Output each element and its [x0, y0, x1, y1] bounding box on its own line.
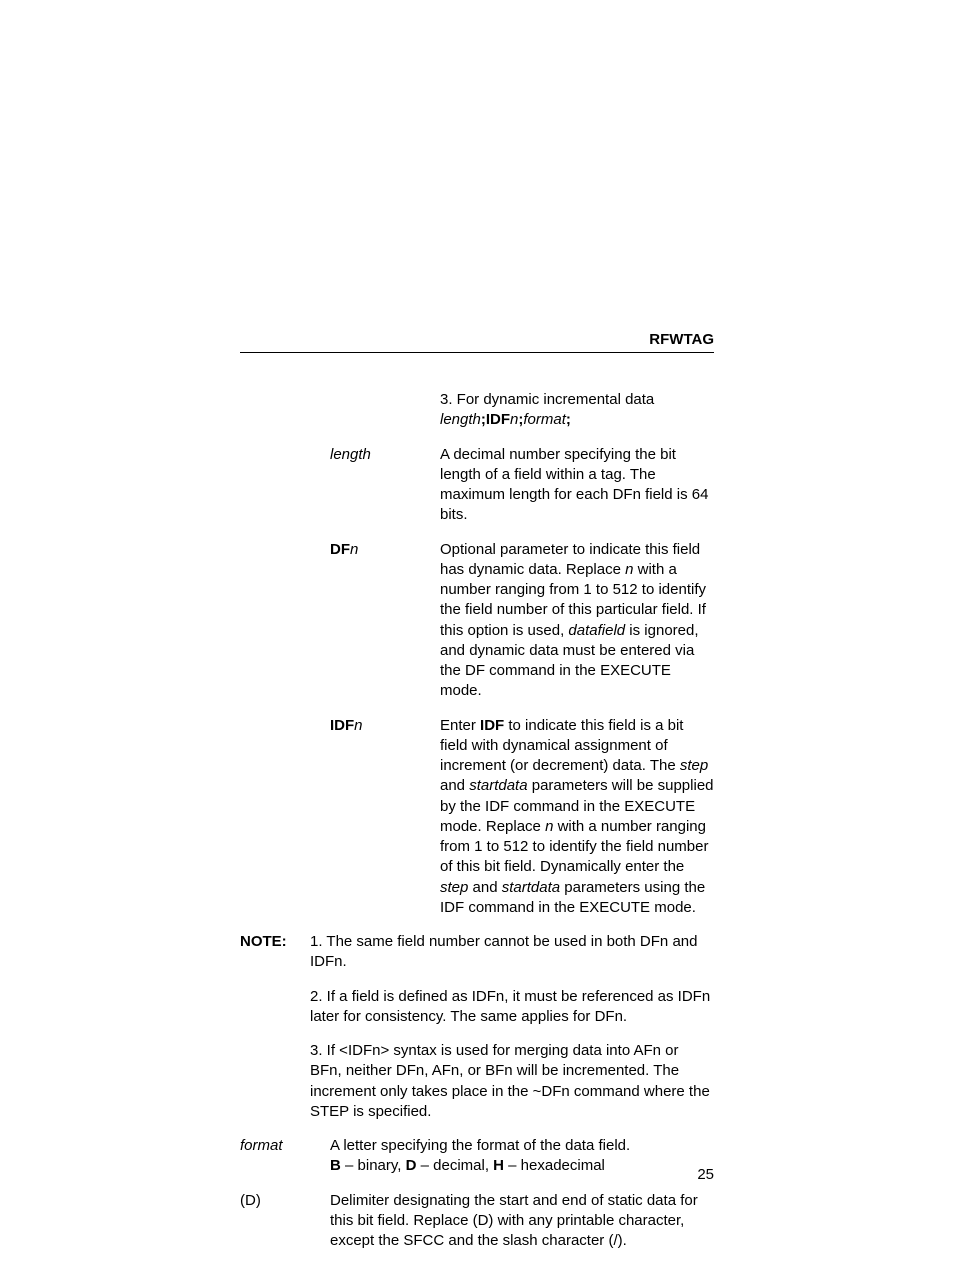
intro-line1: 3. For dynamic incremental data [440, 390, 714, 410]
var-step: step [440, 879, 468, 896]
intro-line2: length;IDFn;format; [440, 410, 714, 430]
term-idf: IDF [330, 717, 354, 734]
term-length: length [330, 446, 371, 463]
param-term: length [240, 445, 440, 526]
param-term: format [240, 1136, 330, 1177]
var-startdata: startdata [502, 879, 560, 896]
var-startdata: startdata [469, 777, 527, 794]
header-rule [240, 352, 714, 353]
note-item: 3. If <IDFn> syntax is used for merging … [310, 1041, 714, 1122]
note-block: NOTE: 1. The same field number cannot be… [240, 932, 714, 1122]
opt-b: B [330, 1157, 341, 1174]
term-format: format [240, 1137, 283, 1154]
format-options: B – binary, D – decimal, H – hexadecimal [330, 1156, 714, 1176]
param-desc: Enter IDF to indicate this field is a bi… [440, 716, 714, 919]
text: – decimal, [416, 1157, 493, 1174]
var-datafield: datafield [568, 622, 625, 639]
note-item: 1. The same field number cannot be used … [310, 932, 714, 973]
document-page: RFWTAG 3. For dynamic incremental data l… [0, 0, 954, 1235]
param-term: (D) [240, 1191, 330, 1252]
text: Enter [440, 717, 480, 734]
kw-idf: IDF [480, 717, 504, 734]
intro-block: 3. For dynamic incremental data length;I… [240, 390, 714, 431]
syntax-sep1: ;IDF [481, 411, 510, 428]
term-idf-n: n [354, 717, 362, 734]
param-term: IDFn [240, 716, 440, 919]
page-number: 25 [697, 1165, 714, 1185]
syntax-length: length [440, 411, 481, 428]
note-label: NOTE: [240, 932, 310, 1122]
param-desc: A decimal number specifying the bit leng… [440, 445, 714, 526]
param-desc: A letter specifying the format of the da… [330, 1136, 714, 1177]
param-term: DFn [240, 540, 440, 702]
param-row-dfn: DFn Optional parameter to indicate this … [240, 540, 714, 702]
syntax-format: format [523, 411, 566, 428]
term-df-n: n [350, 541, 358, 558]
text: – binary, [341, 1157, 406, 1174]
param-row-format: format A letter specifying the format of… [240, 1136, 714, 1177]
param-desc: Optional parameter to indicate this fiel… [440, 540, 714, 702]
param-row-delim: (D) Delimiter designating the start and … [240, 1191, 714, 1252]
text: A letter specifying the format of the da… [330, 1136, 714, 1156]
param-row-idfn: IDFn Enter IDF to indicate this field is… [240, 716, 714, 919]
header-title: RFWTAG [649, 330, 714, 350]
var-step: step [680, 757, 708, 774]
text: and [468, 879, 501, 896]
opt-d: D [406, 1157, 417, 1174]
opt-h: H [493, 1157, 504, 1174]
page-content: 3. For dynamic incremental data length;I… [240, 390, 714, 1265]
syntax-sep3: ; [566, 411, 571, 428]
text: and [440, 777, 469, 794]
text: – hexadecimal [504, 1157, 605, 1174]
param-row-length: length A decimal number specifying the b… [240, 445, 714, 526]
note-item: 2. If a field is defined as IDFn, it mus… [310, 987, 714, 1028]
term-df: DF [330, 541, 350, 558]
note-body: 1. The same field number cannot be used … [310, 932, 714, 1122]
param-desc: Delimiter designating the start and end … [330, 1191, 714, 1252]
